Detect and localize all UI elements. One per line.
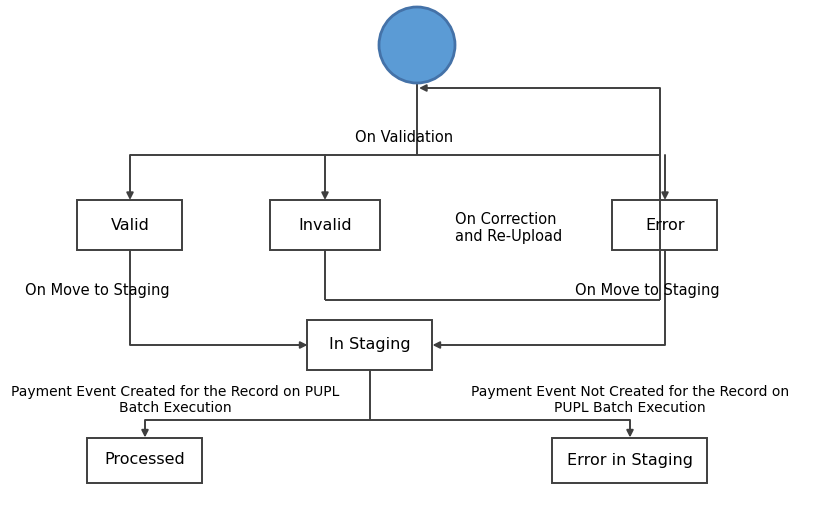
Text: Error in Staging: Error in Staging xyxy=(567,452,693,467)
Ellipse shape xyxy=(379,7,455,83)
Text: Invalid: Invalid xyxy=(299,218,352,233)
Text: Payment Event Created for the Record on PUPL
Batch Execution: Payment Event Created for the Record on … xyxy=(11,385,339,415)
Text: On Validation: On Validation xyxy=(355,130,453,145)
Text: Processed: Processed xyxy=(104,452,185,467)
Bar xyxy=(88,437,203,482)
Text: Error: Error xyxy=(646,218,685,233)
Bar xyxy=(612,200,717,250)
Text: Valid: Valid xyxy=(111,218,149,233)
Bar xyxy=(552,437,707,482)
Text: In Staging: In Staging xyxy=(329,338,411,353)
Bar xyxy=(270,200,380,250)
Text: On Correction
and Re-Upload: On Correction and Re-Upload xyxy=(455,212,562,244)
Bar xyxy=(78,200,183,250)
Text: On Move to Staging: On Move to Staging xyxy=(575,282,720,297)
Text: On Move to Staging: On Move to Staging xyxy=(25,282,169,297)
Bar xyxy=(308,320,433,370)
Text: Payment Event Not Created for the Record on
PUPL Batch Execution: Payment Event Not Created for the Record… xyxy=(471,385,789,415)
